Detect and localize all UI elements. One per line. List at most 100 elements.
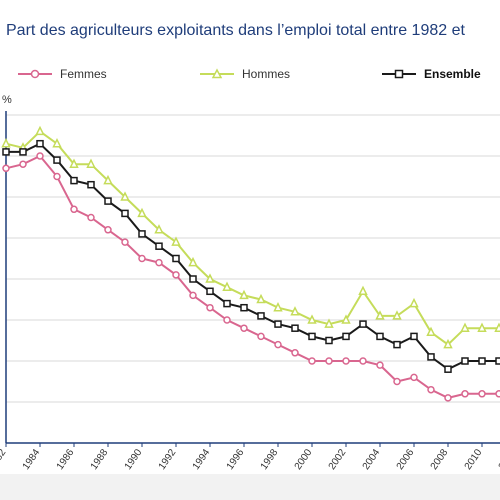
data-point-hommes <box>290 306 300 316</box>
x-tick-label: 2010 <box>463 447 485 472</box>
x-tick-label: 1992 <box>157 447 179 472</box>
data-point-ensemble <box>36 139 44 148</box>
series-line-hommes <box>5 130 500 346</box>
data-point-ensemble <box>393 340 401 349</box>
data-point-femmes <box>206 303 214 312</box>
data-point-femmes <box>495 390 500 398</box>
data-point-ensemble <box>257 312 265 320</box>
data-point-femmes <box>223 316 231 324</box>
series-line-ensemble <box>6 142 500 371</box>
data-point-hommes <box>307 314 317 324</box>
x-tick-label: 1984 <box>21 447 43 472</box>
legend-item-ensemble[interactable]: Ensemble <box>382 64 481 84</box>
data-point-femmes <box>189 291 197 300</box>
x-tick-label: 1990 <box>123 447 145 472</box>
data-point-ensemble <box>53 156 61 164</box>
legend-item-hommes[interactable]: Hommes <box>200 64 290 84</box>
bottom-strip <box>0 474 500 500</box>
data-point-femmes <box>19 160 27 168</box>
x-tick-label: 2008 <box>429 447 451 472</box>
y-unit-label: % <box>2 94 12 106</box>
data-point-femmes <box>36 152 44 160</box>
chart-legend: Femmes Hommes Ensemble <box>0 64 500 84</box>
data-point-ensemble <box>376 332 384 341</box>
data-point-femmes <box>138 254 146 263</box>
data-point-hommes <box>103 174 113 185</box>
x-tick-label: 2000 <box>293 447 315 472</box>
data-point-ensemble <box>155 242 163 250</box>
data-point-hommes <box>409 297 419 308</box>
data-point-hommes <box>188 256 198 267</box>
data-point-ensemble <box>308 332 316 341</box>
data-point-ensemble <box>427 353 435 361</box>
data-point-femmes <box>274 340 282 349</box>
data-point-ensemble <box>189 275 197 283</box>
legend-item-femmes[interactable]: Femmes <box>18 64 107 84</box>
data-point-hommes <box>392 310 402 320</box>
x-tick-label: 2002 <box>327 447 349 472</box>
data-point-femmes <box>257 332 265 341</box>
legend-label-hommes: Hommes <box>242 67 291 81</box>
data-point-femmes <box>410 373 418 382</box>
data-point-femmes <box>155 258 163 267</box>
data-point-ensemble <box>495 357 500 365</box>
x-tick-label: 1996 <box>225 447 247 472</box>
data-point-femmes <box>53 172 61 181</box>
data-point-hommes <box>341 314 351 324</box>
data-point-ensemble <box>70 176 78 185</box>
data-point-ensemble <box>274 320 282 328</box>
data-point-femmes <box>70 205 78 214</box>
data-point-femmes <box>104 226 112 234</box>
data-point-femmes <box>172 271 180 279</box>
data-point-hommes <box>256 293 266 304</box>
x-tick-label: 1982 <box>0 447 9 472</box>
data-point-ensemble <box>342 332 350 341</box>
data-point-ensemble <box>138 230 146 238</box>
data-point-hommes <box>426 326 436 337</box>
data-point-ensemble <box>19 148 27 156</box>
data-point-ensemble <box>359 320 367 328</box>
data-point-ensemble <box>121 209 129 218</box>
data-point-hommes <box>171 236 181 246</box>
data-point-ensemble <box>410 332 418 341</box>
data-point-hommes <box>494 322 500 332</box>
data-point-hommes <box>154 224 164 234</box>
data-point-hommes <box>324 318 334 328</box>
legend-marker-hommes <box>200 68 234 79</box>
data-point-femmes <box>291 349 299 357</box>
data-point-femmes <box>376 361 384 369</box>
line-chart: 1982 1984 1986 1988 1990 1992 1994 1996 1998 2000… <box>0 111 500 472</box>
data-point-femmes <box>427 385 435 394</box>
data-point-hommes <box>375 310 385 320</box>
data-point-femmes <box>342 357 350 365</box>
data-point-femmes <box>2 164 10 173</box>
data-point-hommes <box>239 289 249 300</box>
x-tick-label: 1986 <box>55 447 77 472</box>
data-point-femmes <box>478 390 486 398</box>
data-point-femmes <box>308 357 316 365</box>
data-point-hommes <box>222 281 232 291</box>
legend-label-ensemble: Ensemble <box>424 67 481 81</box>
legend-marker-femmes <box>18 69 52 79</box>
chart-card: Part des agriculteurs exploitants dans l… <box>0 0 500 474</box>
data-point-hommes <box>443 338 453 349</box>
data-point-hommes <box>137 207 147 218</box>
data-point-femmes <box>325 357 333 365</box>
data-point-hommes <box>477 322 487 332</box>
data-point-femmes <box>393 377 401 386</box>
x-tick-label: 1994 <box>191 447 213 472</box>
data-point-femmes <box>121 238 129 246</box>
data-point-femmes <box>444 394 452 402</box>
data-point-hommes <box>205 273 215 283</box>
data-point-hommes <box>358 285 368 296</box>
data-point-ensemble <box>172 254 180 263</box>
data-point-ensemble <box>2 148 10 156</box>
data-point-ensemble <box>291 324 299 332</box>
x-tick-label: 2006 <box>395 447 417 472</box>
data-point-hommes <box>86 158 96 168</box>
data-point-hommes <box>120 191 130 201</box>
x-tick-label: 1988 <box>89 447 111 472</box>
data-point-ensemble <box>87 180 95 189</box>
legend-marker-ensemble <box>382 69 416 79</box>
data-point-hommes <box>35 125 45 136</box>
